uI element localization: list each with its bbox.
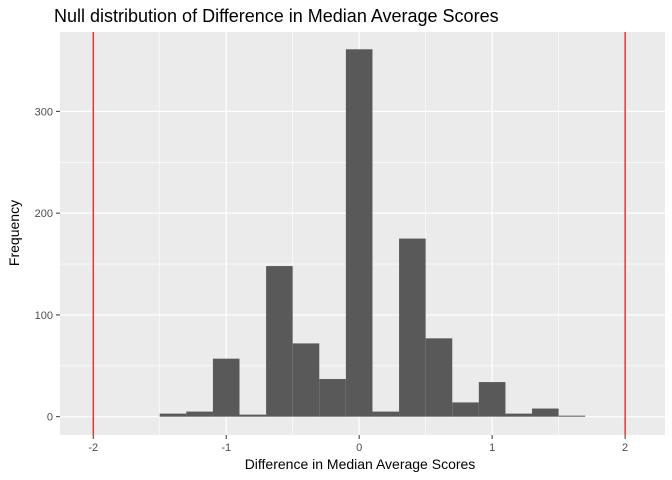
chart-title: Null distribution of Difference in Media… (54, 6, 499, 26)
histogram-bar (452, 402, 479, 417)
x-tick-label: -2 (88, 442, 98, 454)
y-axis: 0 100 200 300 (35, 106, 60, 424)
y-axis-title: Frequency (6, 200, 22, 266)
histogram-bar (159, 413, 187, 417)
x-axis-title: Difference in Median Average Scores (245, 456, 476, 472)
histogram-bar (266, 266, 293, 417)
histogram-bars (159, 49, 586, 417)
x-tick-label: -1 (221, 442, 231, 454)
histogram-bar (532, 408, 559, 417)
x-axis: -2 -1 0 1 2 (88, 435, 628, 454)
histogram-bar (345, 49, 373, 417)
histogram-bar (292, 343, 320, 417)
histogram-bar (212, 358, 240, 417)
histogram-bar (505, 413, 533, 417)
histogram-bar (319, 379, 346, 417)
histogram-bar (425, 338, 453, 417)
y-tick-label: 200 (35, 208, 53, 220)
histogram-bar (239, 414, 267, 417)
histogram-bar (478, 382, 506, 417)
reference-lines (92, 32, 626, 435)
y-tick-label: 300 (35, 106, 53, 118)
x-tick-label: 0 (356, 442, 362, 454)
histogram-bar (372, 411, 400, 417)
y-tick-label: 100 (35, 310, 53, 322)
histogram-bar (558, 415, 586, 417)
histogram-bar (186, 411, 213, 417)
x-tick-label: 2 (622, 442, 628, 454)
x-tick-label: 1 (489, 442, 495, 454)
histogram-bar (399, 238, 426, 417)
y-tick-label: 0 (47, 412, 53, 424)
